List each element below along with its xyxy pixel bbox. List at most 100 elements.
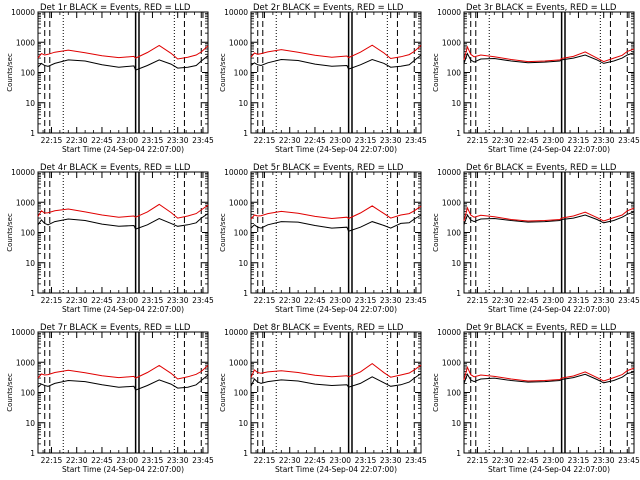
y-tick-label: 1 xyxy=(243,449,248,458)
x-tick-label: 23:30 xyxy=(380,136,402,145)
y-tick-label: 10 xyxy=(25,99,35,108)
series-line-lld xyxy=(463,45,635,63)
y-tick-label: 1000 xyxy=(16,198,35,207)
x-tick-label: 23:45 xyxy=(618,296,640,305)
panel-title: Det 4r BLACK = Events, RED = LLD xyxy=(40,163,191,173)
x-tick-label: 22:45 xyxy=(91,296,113,305)
y-tick-label: 100 xyxy=(21,389,36,398)
x-tick-label: 22:30 xyxy=(279,456,301,465)
y-axis-label: Counts/sec xyxy=(432,53,440,92)
y-tick-label: 10 xyxy=(451,419,461,428)
series-line-events xyxy=(463,52,635,64)
y-tick-label: 1 xyxy=(30,129,35,138)
panel-det-5: Det 5r BLACK = Events, RED = LLD 1 10 100 10… xyxy=(219,163,427,314)
x-tick-label: 22:15 xyxy=(467,296,489,305)
y-tick-label: 1000 xyxy=(229,358,248,367)
y-tick-label: 10000 xyxy=(11,8,35,17)
x-tick-label: 23:00 xyxy=(329,456,351,465)
y-tick-label: 100 xyxy=(234,389,249,398)
y-tick-label: 10000 xyxy=(437,168,461,177)
x-tick-label: 22:30 xyxy=(66,296,88,305)
y-tick-label: 10000 xyxy=(11,328,35,337)
panel-det-8: Det 8r BLACK = Events, RED = LLD 1 10 100 10… xyxy=(219,323,427,474)
x-tick-label: 22:45 xyxy=(91,456,113,465)
y-tick-label: 100 xyxy=(447,229,462,238)
x-tick-label: 22:15 xyxy=(254,456,276,465)
x-tick-label: 22:15 xyxy=(41,296,63,305)
panel-title: Det 2r BLACK = Events, RED = LLD xyxy=(253,3,404,13)
x-tick-label: 22:30 xyxy=(279,296,301,305)
y-tick-label: 10000 xyxy=(224,8,248,17)
y-tick-label: 100 xyxy=(21,229,36,238)
y-tick-label: 10 xyxy=(238,99,248,108)
x-tick-label: 23:30 xyxy=(380,456,402,465)
y-axis-label: Counts/sec xyxy=(6,53,14,92)
x-tick-label: 23:30 xyxy=(593,456,615,465)
series-line-events xyxy=(37,213,209,230)
x-tick-label: 23:30 xyxy=(167,136,189,145)
x-tick-label: 23:00 xyxy=(542,296,564,305)
x-axis-label: Start Time (24-Sep-04 22:07:00) xyxy=(275,305,397,314)
y-tick-label: 10000 xyxy=(11,168,35,177)
x-axis-label: Start Time (24-Sep-04 22:07:00) xyxy=(62,465,184,474)
x-axis-label: Start Time (24-Sep-04 22:07:00) xyxy=(62,305,184,314)
x-axis-label: Start Time (24-Sep-04 22:07:00) xyxy=(488,305,610,314)
x-tick-label: 23:45 xyxy=(192,456,214,465)
x-tick-label: 23:30 xyxy=(167,296,189,305)
x-tick-label: 22:30 xyxy=(66,136,88,145)
series-line-events xyxy=(463,211,635,225)
x-tick-label: 22:15 xyxy=(41,456,63,465)
panel-det-1: Det 1r BLACK = Events, RED = LLD 1 10 100 10… xyxy=(6,3,214,154)
x-tick-label: 23:45 xyxy=(405,296,427,305)
y-axis-label: Counts/sec xyxy=(219,53,227,92)
y-tick-label: 10000 xyxy=(437,8,461,17)
series-line-events xyxy=(37,55,209,71)
x-axis-label: Start Time (24-Sep-04 22:07:00) xyxy=(62,145,184,154)
x-tick-label: 23:15 xyxy=(568,296,590,305)
y-tick-label: 10 xyxy=(451,99,461,108)
x-axis-label: Start Time (24-Sep-04 22:07:00) xyxy=(275,145,397,154)
y-axis-label: Counts/sec xyxy=(432,213,440,252)
panel-title: Det 6r BLACK = Events, RED = LLD xyxy=(466,163,617,173)
y-tick-label: 100 xyxy=(234,229,249,238)
x-tick-label: 23:15 xyxy=(355,296,377,305)
y-tick-label: 1 xyxy=(456,449,461,458)
y-tick-label: 1000 xyxy=(16,358,35,367)
y-tick-label: 1 xyxy=(30,449,35,458)
x-tick-label: 22:15 xyxy=(467,136,489,145)
y-tick-label: 1 xyxy=(243,289,248,298)
x-axis-label: Start Time (24-Sep-04 22:07:00) xyxy=(488,465,610,474)
y-tick-label: 10000 xyxy=(437,328,461,337)
x-tick-label: 23:00 xyxy=(329,136,351,145)
y-tick-label: 10000 xyxy=(224,168,248,177)
x-tick-label: 22:45 xyxy=(304,456,326,465)
panel-title: Det 3r BLACK = Events, RED = LLD xyxy=(466,3,617,13)
x-tick-label: 22:30 xyxy=(492,136,514,145)
panel-det-2: Det 2r BLACK = Events, RED = LLD 1 10 100 10… xyxy=(219,3,427,154)
x-tick-label: 22:30 xyxy=(492,296,514,305)
y-axis-label: Counts/sec xyxy=(6,373,14,412)
y-tick-label: 1000 xyxy=(229,38,248,47)
y-tick-label: 10 xyxy=(25,259,35,268)
y-tick-label: 1000 xyxy=(16,38,35,47)
x-axis-label: Start Time (24-Sep-04 22:07:00) xyxy=(488,145,610,154)
x-tick-label: 23:45 xyxy=(192,296,214,305)
series-line-lld xyxy=(463,365,635,382)
x-tick-label: 23:15 xyxy=(142,136,164,145)
x-tick-label: 23:45 xyxy=(618,456,640,465)
x-tick-label: 22:45 xyxy=(517,296,539,305)
y-tick-label: 100 xyxy=(21,69,36,78)
x-tick-label: 23:30 xyxy=(593,296,615,305)
x-tick-label: 22:15 xyxy=(467,456,489,465)
series-line-lld xyxy=(37,203,209,219)
x-tick-label: 23:45 xyxy=(192,136,214,145)
x-tick-label: 22:45 xyxy=(304,136,326,145)
x-tick-label: 22:30 xyxy=(492,456,514,465)
series-line-events xyxy=(250,54,422,70)
panel-title: Det 9r BLACK = Events, RED = LLD xyxy=(466,323,617,333)
series-line-lld xyxy=(250,362,422,378)
y-tick-label: 10 xyxy=(451,259,461,268)
x-tick-label: 23:00 xyxy=(542,136,564,145)
x-tick-label: 23:00 xyxy=(116,136,138,145)
y-tick-label: 1 xyxy=(30,289,35,298)
